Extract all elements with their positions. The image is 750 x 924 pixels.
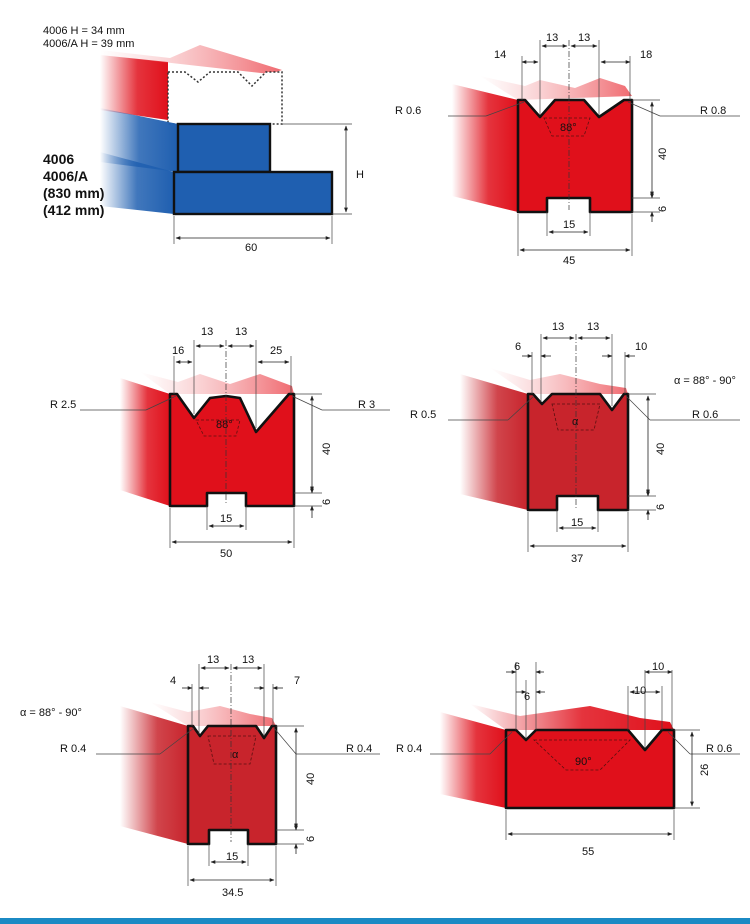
fig3-dim-13b: 13 xyxy=(587,321,599,333)
fig4-dim-13b: 13 xyxy=(242,654,254,666)
die-figure-5: 6 6 10 10 R 0.4 R 0.6 90° 26 55 xyxy=(396,661,740,858)
fig2-radius-left: R 2.5 xyxy=(50,399,76,411)
fig1-dim-18: 18 xyxy=(640,49,652,61)
fig1-dim-13a: 13 xyxy=(546,32,558,44)
fig4-angle: α xyxy=(232,749,239,761)
die-figure-3: 13 13 6 10 α = 88° - 90° R 0.5 R 0.6 α 4… xyxy=(410,321,740,565)
fig5-dim-10a: 10 xyxy=(652,661,664,673)
die-figure-2: 13 13 16 25 R 2.5 R 3 88° 40 6 15 50 xyxy=(50,326,390,560)
fig2-width: 50 xyxy=(220,548,232,560)
fig5-radius-left: R 0.4 xyxy=(396,743,422,755)
fig2-height: 40 xyxy=(321,443,333,455)
fig4-dim-13a: 13 xyxy=(207,654,219,666)
model-side-label-2: 4006/A xyxy=(43,168,88,184)
fig2-slot: 15 xyxy=(220,513,232,525)
fig3-width: 37 xyxy=(571,553,583,565)
model-line-1: 4006 H = 34 mm xyxy=(43,25,125,37)
holder-h-label: H xyxy=(356,169,364,181)
footer-bar xyxy=(0,918,750,924)
fig2-foot: 6 xyxy=(321,499,333,505)
fig2-dim-13b: 13 xyxy=(235,326,247,338)
fig3-radius-right: R 0.6 xyxy=(692,409,718,421)
fig3-dim-6: 6 xyxy=(515,341,521,353)
model-line-2: 4006/A H = 39 mm xyxy=(43,38,134,50)
model-side-label-4: (412 mm) xyxy=(43,202,104,218)
fig5-width: 55 xyxy=(582,846,594,858)
fig3-height: 40 xyxy=(655,443,667,455)
holder-width-label: 60 xyxy=(245,242,257,254)
fig2-dim-13a: 13 xyxy=(201,326,213,338)
fig1-width: 45 xyxy=(563,255,575,267)
fig1-radius-right: R 0.8 xyxy=(700,105,726,117)
model-side-label-3: (830 mm) xyxy=(43,185,104,201)
fig5-dim-6b: 6 xyxy=(524,691,530,703)
fig5-height: 26 xyxy=(699,764,711,776)
fig4-foot: 6 xyxy=(305,836,317,842)
fig3-alpha-note: α = 88° - 90° xyxy=(674,375,736,387)
fig3-dim-13a: 13 xyxy=(552,321,564,333)
fig3-foot: 6 xyxy=(655,504,667,510)
fig2-dim-25: 25 xyxy=(270,345,282,357)
fig2-radius-right: R 3 xyxy=(358,399,375,411)
fig4-radius-left: R 0.4 xyxy=(60,743,86,755)
die-figure-1: 13 13 14 18 R 0.6 R 0.8 88° 40 6 15 45 xyxy=(395,32,740,267)
fig2-dim-16: 16 xyxy=(172,345,184,357)
fig5-radius-right: R 0.6 xyxy=(706,743,732,755)
fig5-dim-10b: 10 xyxy=(634,685,646,697)
fig4-slot: 15 xyxy=(226,851,238,863)
fig4-dim-4: 4 xyxy=(170,675,176,687)
fig3-angle: α xyxy=(572,416,579,428)
fig1-angle: 88° xyxy=(560,122,577,134)
fig1-slot: 15 xyxy=(563,219,575,231)
fig1-height: 40 xyxy=(657,148,669,160)
fig5-dim-6a: 6 xyxy=(514,661,520,673)
die-figure-4: 13 13 4 7 α = 88° - 90° R 0.4 R 0.4 α 40… xyxy=(20,654,380,899)
fig3-dim-10: 10 xyxy=(635,341,647,353)
fig4-width: 34.5 xyxy=(222,887,243,899)
fig1-dim-14: 14 xyxy=(494,49,506,61)
fig3-slot: 15 xyxy=(571,517,583,529)
fig2-angle: 88° xyxy=(216,419,233,431)
fig1-foot: 6 xyxy=(657,206,669,212)
fig4-height: 40 xyxy=(305,773,317,785)
fig4-alpha-note: α = 88° - 90° xyxy=(20,707,82,719)
fig1-dim-13b: 13 xyxy=(578,32,590,44)
fig4-radius-right: R 0.4 xyxy=(346,743,372,755)
fig4-dim-7: 7 xyxy=(294,675,300,687)
fig5-angle: 90° xyxy=(575,756,592,768)
holder-figure: H 60 xyxy=(100,45,364,254)
model-side-label-1: 4006 xyxy=(43,151,74,167)
fig1-radius-left: R 0.6 xyxy=(395,105,421,117)
fig3-radius-left: R 0.5 xyxy=(410,409,436,421)
